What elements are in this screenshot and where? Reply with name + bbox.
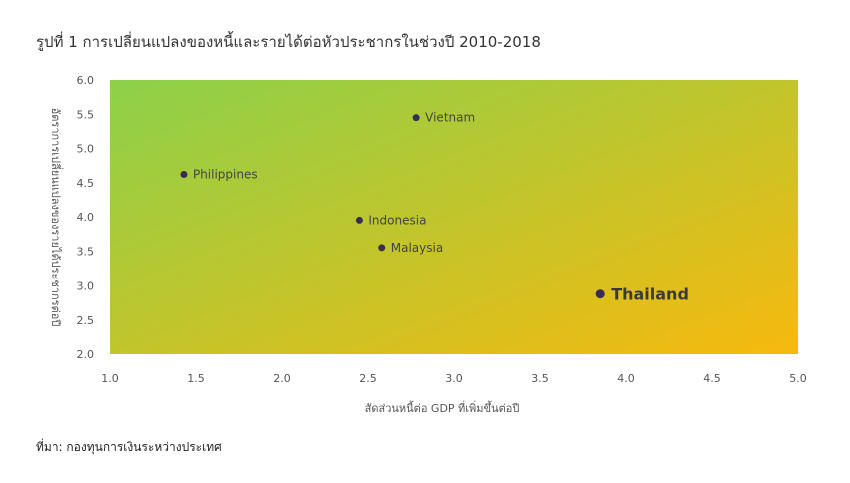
y-tick-label: 3.5 [77, 245, 95, 258]
y-tick-label: 5.5 [77, 108, 95, 121]
x-axis-ticks: 1.0 1.5 2.0 2.5 3.0 3.5 4.0 4.5 5.0 [101, 372, 807, 385]
data-points: Vietnam Philippines Indonesia Malaysia Thail… [180, 111, 689, 304]
x-tick-label: 3.5 [531, 372, 549, 385]
y-tick-label: 4.0 [77, 211, 95, 224]
data-point-label: Thailand [611, 285, 689, 304]
data-point-label: Vietnam [425, 111, 475, 125]
data-point [378, 244, 386, 252]
x-tick-label: 2.5 [359, 372, 377, 385]
x-tick-label: 4.0 [617, 372, 635, 385]
data-point [180, 171, 188, 179]
y-tick-label: 6.0 [77, 74, 95, 87]
y-tick-label: 3.0 [77, 280, 95, 293]
y-axis-ticks: 2.0 2.5 3.0 3.5 4.0 4.5 5.0 5.5 6.0 [77, 74, 95, 361]
chart-title: รูปที่ 1 การเปลี่ยนแปลงของหนี้และรายได้ต… [36, 33, 541, 51]
data-point-label: Malaysia [391, 241, 443, 255]
x-tick-label: 3.0 [445, 372, 463, 385]
data-point [355, 216, 363, 224]
y-tick-label: 4.5 [77, 177, 95, 190]
y-tick-label: 2.0 [77, 348, 95, 361]
y-tick-label: 5.0 [77, 143, 95, 156]
x-tick-label: 5.0 [789, 372, 807, 385]
plot-area [110, 80, 798, 354]
x-tick-label: 1.0 [101, 372, 119, 385]
y-axis-label: อัตราการเปลี่ยนแปลงของรายได้ประชากรต่อปี [49, 108, 64, 327]
x-tick-label: 1.5 [187, 372, 205, 385]
data-point [595, 289, 605, 299]
source-note: ที่มา: กองทุนการเงินระหว่างประเทศ [36, 440, 222, 454]
data-point-label: Philippines [193, 168, 258, 182]
y-tick-label: 2.5 [77, 314, 95, 327]
x-tick-label: 4.5 [703, 372, 721, 385]
x-tick-label: 2.0 [273, 372, 291, 385]
data-point [412, 114, 420, 122]
x-axis-label: สัดส่วนหนี้ต่อ GDP ที่เพิ่มขึ้นต่อปี [365, 400, 520, 415]
data-point-label: Indonesia [368, 213, 426, 227]
